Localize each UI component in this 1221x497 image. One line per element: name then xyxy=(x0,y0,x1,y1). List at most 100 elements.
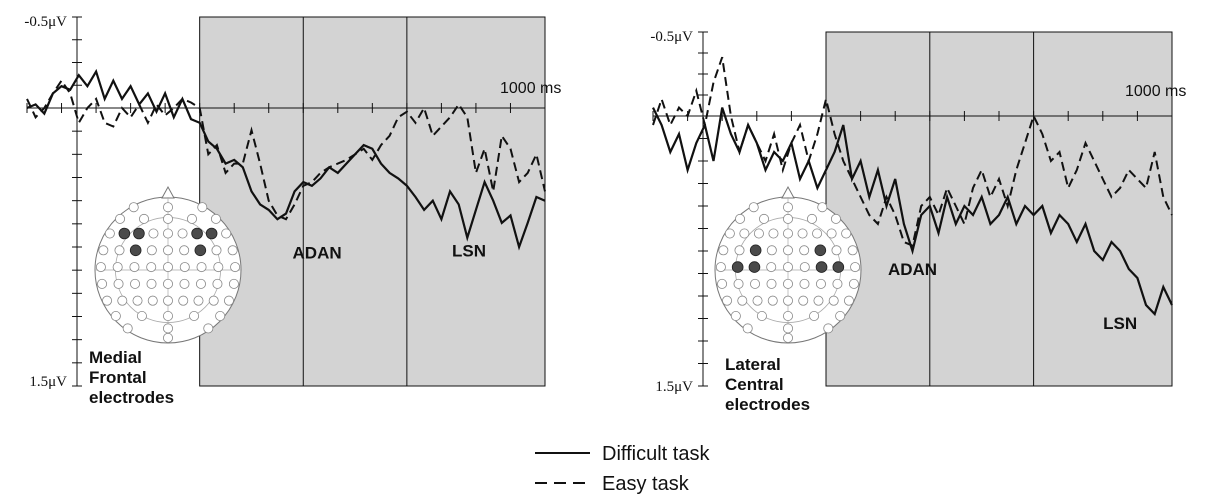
electrode xyxy=(210,213,221,224)
electrode xyxy=(715,262,726,273)
electrode xyxy=(750,278,761,289)
electrode xyxy=(835,310,846,321)
electrode xyxy=(221,228,232,239)
electrode xyxy=(95,262,106,273)
x-axis-ticks xyxy=(26,103,546,113)
electrode xyxy=(136,310,147,321)
electrode xyxy=(735,213,746,224)
electrode xyxy=(104,228,115,239)
electrode xyxy=(193,295,204,306)
electrode xyxy=(98,245,109,256)
electrode xyxy=(843,295,854,306)
electrode-map xyxy=(94,185,242,344)
electrode xyxy=(178,295,189,306)
electrode xyxy=(114,245,125,256)
electrode xyxy=(162,245,173,256)
electrode-group-line: Central xyxy=(725,375,784,394)
electrode xyxy=(783,202,794,213)
electrode xyxy=(223,295,234,306)
electrode-highlighted xyxy=(205,227,218,240)
electrode xyxy=(766,262,777,273)
electrode xyxy=(139,213,150,224)
electrode xyxy=(213,262,224,273)
electrode xyxy=(724,228,735,239)
electrode xyxy=(177,228,188,239)
electrode xyxy=(783,278,794,289)
window-dividers xyxy=(302,17,408,386)
electrode xyxy=(128,202,139,213)
electrode xyxy=(841,228,852,239)
electrode xyxy=(766,278,777,289)
y-top-label: -0.5μV xyxy=(24,14,67,30)
x-axis-ticks xyxy=(652,111,1173,121)
electrode xyxy=(148,228,159,239)
electrode xyxy=(228,278,239,289)
electrode xyxy=(179,245,190,256)
electrode xyxy=(162,295,173,306)
electrode xyxy=(215,310,226,321)
electrode xyxy=(102,295,113,306)
electrode xyxy=(162,323,173,334)
legend: Difficult task Easy task xyxy=(535,443,710,495)
electrode-group-label: Lateral Central electrodes xyxy=(725,355,810,414)
electrode xyxy=(203,323,214,334)
series-line-difficult-task xyxy=(652,107,1173,317)
electrode xyxy=(850,262,861,273)
electrode xyxy=(146,262,157,273)
electrode-group-line: Lateral xyxy=(725,355,781,374)
electrode xyxy=(783,323,794,334)
electrode-highlighted xyxy=(814,244,827,257)
electrode-highlighted xyxy=(191,227,203,240)
electrode xyxy=(146,245,157,256)
electrode xyxy=(196,262,207,273)
electrode xyxy=(799,262,810,273)
electrode xyxy=(162,202,173,213)
electrode xyxy=(783,213,794,224)
electrode-highlighted xyxy=(129,244,142,257)
electrode xyxy=(742,323,753,334)
electrode-group-line: Medial xyxy=(89,348,142,367)
electrode xyxy=(718,245,729,256)
electrode xyxy=(179,262,190,273)
electrode-map xyxy=(714,185,862,344)
y-axis-ticks xyxy=(72,16,82,387)
electrode xyxy=(783,262,794,273)
electrode xyxy=(717,278,728,289)
electrode xyxy=(130,278,141,289)
electrode xyxy=(799,278,810,289)
y-top-label: -0.5μV xyxy=(650,29,693,45)
electrode xyxy=(815,278,826,289)
electrode-highlighted xyxy=(731,261,744,273)
x-end-label: 1000 ms xyxy=(500,80,561,97)
electrode xyxy=(826,228,837,239)
electrode xyxy=(730,310,741,321)
electrode xyxy=(748,202,759,213)
electrode xyxy=(113,278,124,289)
electrode xyxy=(97,278,108,289)
nose-marker xyxy=(161,185,175,199)
electrode xyxy=(162,213,173,224)
y-axis-ticks xyxy=(698,31,708,387)
electrode xyxy=(831,245,842,256)
electrode xyxy=(783,332,794,343)
electrode xyxy=(830,213,841,224)
electrode-highlighted xyxy=(815,261,828,273)
x-end-label: 1000 ms xyxy=(1125,83,1186,100)
electrode xyxy=(122,323,133,334)
electrode xyxy=(146,278,157,289)
electrode xyxy=(162,332,173,343)
electrode xyxy=(767,295,778,306)
electrode-highlighted xyxy=(194,244,207,257)
electrode xyxy=(739,228,750,239)
electrode xyxy=(813,295,824,306)
electrode xyxy=(117,295,128,306)
electrode xyxy=(212,278,223,289)
electrode xyxy=(847,245,858,256)
electrode xyxy=(806,213,817,224)
panel-lateral-central: -0.5μV 1.5μV 1000 ms ADAN LSN Lateral Cen… xyxy=(650,29,1186,414)
electrode xyxy=(783,295,794,306)
electrode xyxy=(197,202,208,213)
legend-label-easy: Easy task xyxy=(602,473,690,495)
